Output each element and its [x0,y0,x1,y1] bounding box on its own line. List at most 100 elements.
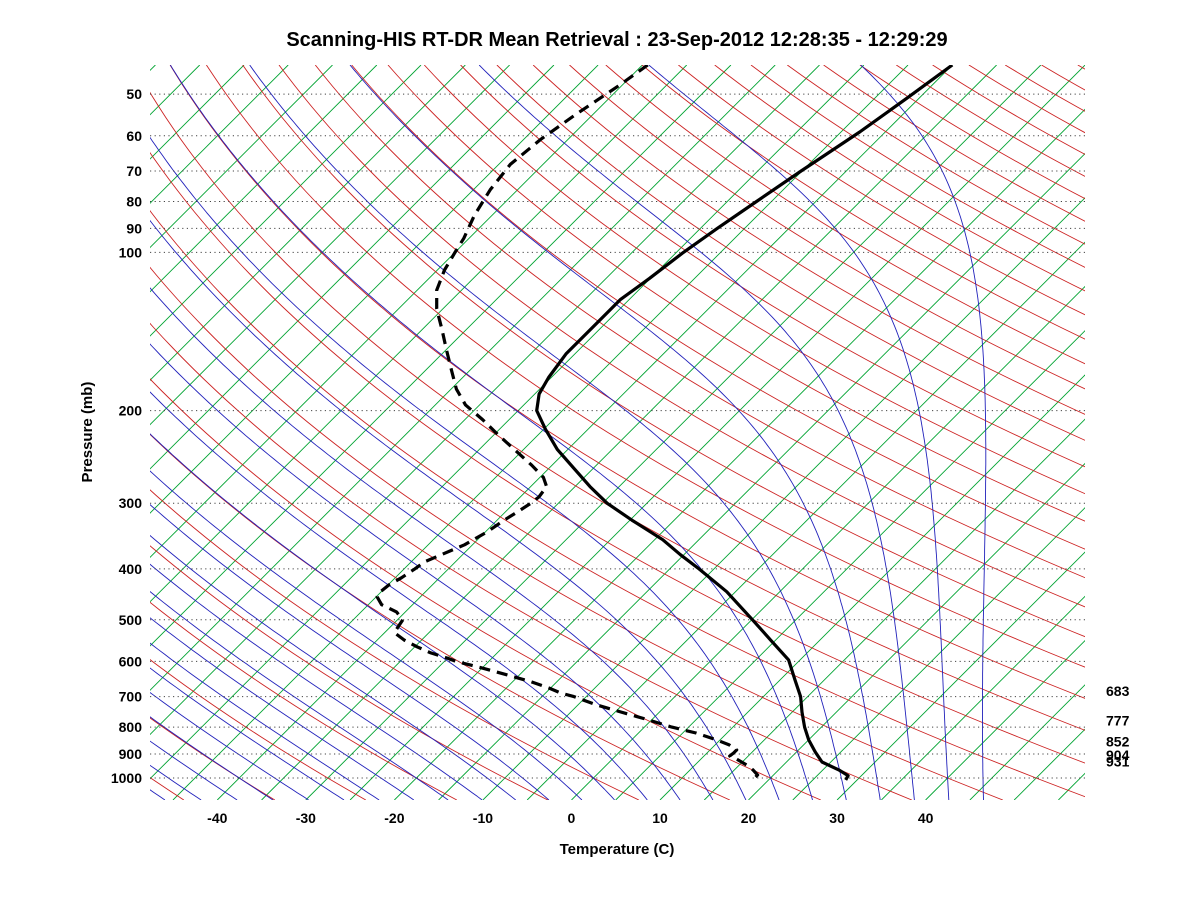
dry-adiabat-line [278,65,1085,608]
dry-adiabat-line [150,489,639,800]
moist-adiabat-line [150,667,345,800]
y-tick-label: 200 [119,403,143,419]
dry-adiabat-line [150,151,1085,764]
level-annotation: 931 [1106,754,1130,770]
moist-adiabat-line [150,764,202,800]
moist-adiabat-line [860,65,987,800]
dry-adiabat-line [678,65,1085,316]
isotherm-line [150,65,643,559]
y-tick-label: 60 [126,128,142,144]
isotherm-line [881,595,1085,800]
isotherm-line [150,65,201,116]
isotherm-line [571,285,1085,800]
temperature-curve [535,65,954,781]
isotherm-line [150,65,378,293]
dry-adiabat-line [787,65,1085,245]
moist-adiabat-line [150,504,550,800]
moist-adiabat-line [150,642,380,800]
dry-adiabat-line [242,65,1085,638]
dry-adiabat-line [387,65,1085,522]
background-lines [0,65,1200,800]
isotherm-line [172,65,909,800]
isotherm-line [482,197,1085,800]
level-annotation: 904 [1106,747,1130,763]
dry-adiabat-line [714,65,1085,292]
moist-adiabat-line [0,65,129,800]
isotherm-line [349,65,1085,800]
moist-adiabat-line [150,563,483,800]
isotherm-line [659,374,1085,800]
moist-adiabat-line [150,534,516,800]
x-tick-label: 10 [652,810,668,826]
dry-adiabat-line [150,266,1003,800]
moist-adiabat-line [150,219,747,800]
moist-adiabat-line [150,287,714,800]
y-tick-label: 70 [126,163,142,179]
y-tick-label: 300 [119,495,143,511]
dry-adiabat-line [206,65,1085,668]
dry-adiabat-line [150,545,549,800]
isotherm-line [150,65,333,249]
isotherm-line [703,418,1085,800]
dry-adiabat-line [641,65,1085,340]
dry-adiabat-line [1077,65,1085,70]
isotherm-line [969,684,1085,800]
y-tick-label: 600 [119,653,143,669]
y-tick-label: 900 [119,746,143,762]
isotherm-line [261,65,997,800]
level-annotation: 777 [1106,712,1130,728]
dry-adiabat-line [569,65,1085,390]
x-tick-label: -10 [473,810,493,826]
isotherm-line [216,65,953,800]
moist-adiabat-line [150,692,309,800]
y-tick-label: 80 [126,193,142,209]
isotherm-line [150,65,555,470]
isotherm-line [792,507,1085,800]
dry-adiabat-line [150,322,912,800]
dry-adiabat-line [605,65,1085,365]
isotherm-line [615,330,1085,800]
isotherm-line [394,108,1085,800]
x-tick-label: -40 [207,810,227,826]
chart-title: Scanning-HIS RT-DR Mean Retrieval : 23-S… [286,29,947,51]
x-tick-label: 20 [741,810,757,826]
dry-adiabat-line [314,65,1085,579]
dry-adiabat-line [1004,65,1085,112]
y-tick-label: 100 [119,244,143,260]
isotherm-line [150,65,422,337]
dry-adiabat-line [859,65,1085,200]
dry-adiabat-line [351,65,1085,550]
dry-adiabat-line [968,65,1085,134]
isotherm-line [438,152,1085,800]
dry-adiabat-line [150,91,1085,731]
dry-adiabat-line [1187,65,1200,800]
x-tick-label: 40 [918,810,934,826]
y-tick-label: 500 [119,612,143,628]
dry-adiabat-line [460,65,1085,468]
x-axis-label: Temperature (C) [560,841,675,858]
x-tick-label: 30 [829,810,845,826]
profile-curves [375,65,954,781]
isotherm-line [748,462,1085,800]
x-tick-label: 0 [568,810,576,826]
dry-adiabat-line [169,65,1085,699]
isotherm-line [150,65,289,204]
isotherm-line [150,65,732,647]
dry-adiabat-line [496,65,1085,441]
isotherm-line [150,65,820,736]
y-tick-label: 400 [119,561,143,577]
dry-adiabat-line [823,65,1085,222]
dry-adiabat-line [750,65,1085,268]
moist-adiabat-line [249,65,847,800]
moist-adiabat-line [150,391,648,800]
dry-adiabat-line [1150,65,1200,800]
x-tick-label: -20 [384,810,404,826]
dry-adiabat-line [150,210,1085,798]
y-tick-label: 800 [119,719,143,735]
moist-adiabat-line [150,136,780,800]
y-tick-label: 700 [119,689,143,705]
moist-adiabat-line [150,433,615,800]
y-axis-label: Pressure (mb) [79,382,96,483]
